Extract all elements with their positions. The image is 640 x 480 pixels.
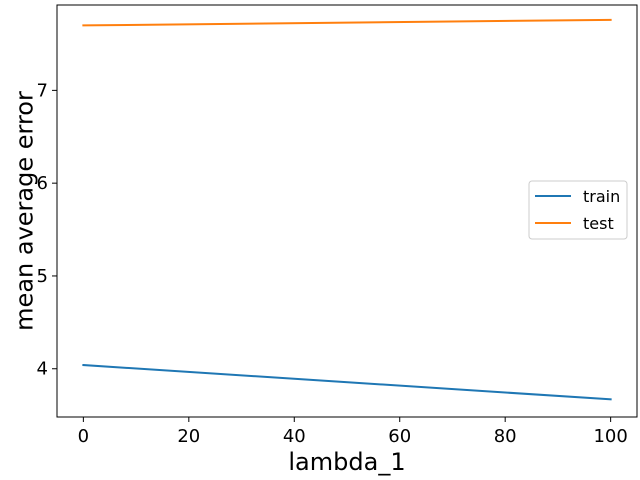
x-tick-label: 100 <box>593 426 627 447</box>
y-tick-label: 7 <box>37 80 48 101</box>
legend: train test <box>528 180 628 240</box>
plot-layer <box>82 18 612 401</box>
x-axis-ticks: 0 20 40 60 80 100 <box>78 417 628 447</box>
y-tick-label: 5 <box>37 266 48 287</box>
x-axis-label: lambda_1 <box>288 448 405 476</box>
y-axis-ticks: 4 5 6 7 <box>37 80 57 380</box>
x-tick-label: 40 <box>283 426 306 447</box>
y-tick-label: 4 <box>37 359 48 380</box>
series-line-test <box>82 18 612 27</box>
x-tick-label: 80 <box>494 426 517 447</box>
legend-test-label: test <box>583 214 614 233</box>
series-line-train <box>82 363 612 401</box>
plot-frame <box>56 4 638 418</box>
y-tick-label: 6 <box>37 173 48 194</box>
x-tick-label: 0 <box>78 426 89 447</box>
axis-frame <box>56 4 638 418</box>
x-tick-label: 20 <box>177 426 200 447</box>
y-axis-label: mean average error <box>10 91 38 331</box>
x-tick-label: 60 <box>388 426 411 447</box>
legend-train-label: train <box>583 187 620 206</box>
